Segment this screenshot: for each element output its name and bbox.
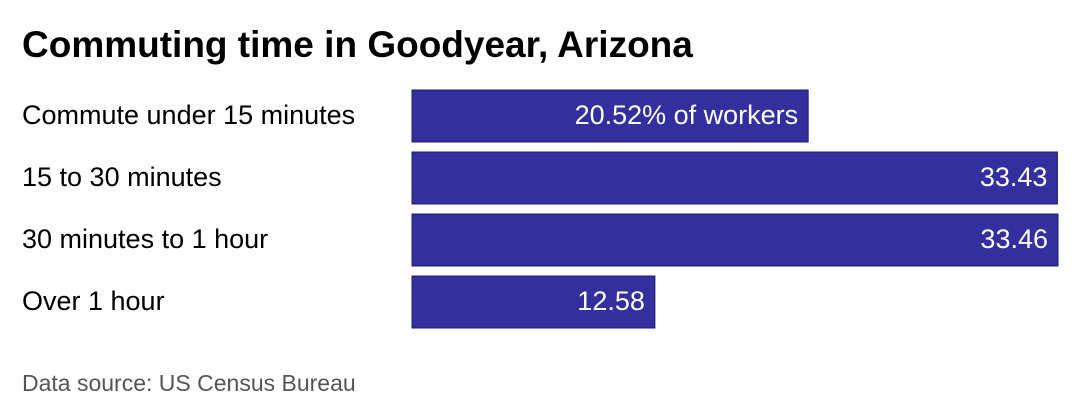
bar <box>411 89 809 143</box>
category-label: 15 to 30 minutes <box>22 162 222 192</box>
bar <box>411 275 656 329</box>
bar <box>411 151 1058 205</box>
value-label: 33.43 <box>980 162 1048 192</box>
category-label: Over 1 hour <box>22 286 165 316</box>
category-label: 30 minutes to 1 hour <box>22 224 268 254</box>
value-label: 33.46 <box>980 224 1048 254</box>
source-note: Data source: US Census Bureau <box>22 370 356 396</box>
bar <box>411 213 1059 267</box>
value-label: 12.58 <box>577 286 645 316</box>
value-label: 20.52% of workers <box>575 100 799 130</box>
chart-title: Commuting time in Goodyear, Arizona <box>22 24 693 65</box>
category-label: Commute under 15 minutes <box>22 100 355 130</box>
